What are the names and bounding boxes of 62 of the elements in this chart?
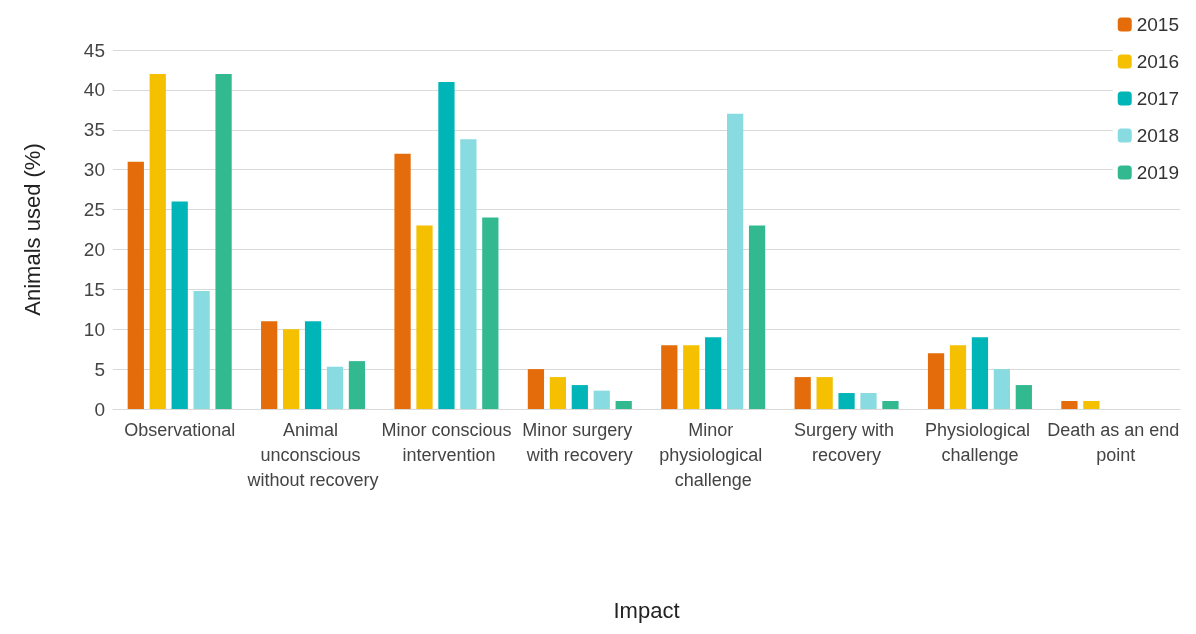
bar xyxy=(171,201,188,409)
y-tick-label: 20 xyxy=(83,238,105,260)
y-tick-label: 35 xyxy=(83,119,105,141)
bar xyxy=(593,390,610,409)
x-tick-label: Minor physiological challenge xyxy=(659,419,768,490)
bar xyxy=(549,377,566,409)
y-axis-title: Animals used (%) xyxy=(19,143,45,316)
y-tick-label: 30 xyxy=(83,159,105,181)
x-tick-label: Minor conscious intervention xyxy=(381,419,512,465)
x-tick-label: Observational xyxy=(124,419,236,440)
bar xyxy=(282,329,300,409)
y-tick-label: 45 xyxy=(83,39,105,61)
bar xyxy=(193,290,210,409)
bar xyxy=(127,161,144,409)
x-tick-label: Minor surgery with recovery xyxy=(522,419,638,465)
bar xyxy=(705,337,722,409)
bar xyxy=(748,225,766,409)
bar xyxy=(1061,401,1078,409)
y-tick-label: 15 xyxy=(83,278,105,300)
legend-label: 2017 xyxy=(1136,88,1180,109)
bar xyxy=(527,369,545,409)
bar xyxy=(683,345,700,409)
bar xyxy=(816,377,833,409)
bar xyxy=(927,353,945,409)
y-tick-label: 40 xyxy=(83,79,105,101)
x-tick-label: Surgery with recovery xyxy=(794,419,900,465)
bar xyxy=(1083,401,1100,409)
bar xyxy=(460,139,477,409)
bar xyxy=(727,113,744,409)
bar xyxy=(416,225,433,409)
y-tick-label: 5 xyxy=(94,358,105,380)
bar xyxy=(215,73,232,409)
bar xyxy=(571,385,588,409)
bar xyxy=(149,73,166,409)
y-tick-label: 10 xyxy=(83,318,105,340)
bar xyxy=(949,345,967,409)
bar xyxy=(661,345,678,409)
bar xyxy=(394,153,411,409)
x-tick-label: Death as an end point xyxy=(1047,419,1180,465)
x-tick-label: Physiological challenge xyxy=(924,419,1035,465)
x-axis-title: Impact xyxy=(613,597,680,623)
y-tick-label: 0 xyxy=(94,398,105,420)
bar xyxy=(438,81,455,409)
bar xyxy=(304,321,322,409)
bar xyxy=(1015,385,1032,409)
bar xyxy=(860,393,877,409)
bar xyxy=(882,401,899,409)
legend-label: 2016 xyxy=(1136,51,1180,72)
bar xyxy=(993,369,1011,409)
bar xyxy=(794,377,811,409)
x-tick-label: Animal unconscious without recovery xyxy=(246,419,379,490)
legend-label: 2018 xyxy=(1136,125,1180,146)
legend-label: 2019 xyxy=(1136,162,1180,183)
y-tick-label: 25 xyxy=(83,199,105,221)
bar xyxy=(838,393,855,409)
bar xyxy=(615,401,632,409)
bar xyxy=(261,321,278,409)
legend-label: 2015 xyxy=(1136,14,1180,35)
bar xyxy=(326,366,344,409)
bar xyxy=(482,217,499,409)
bar xyxy=(971,337,989,409)
bar xyxy=(348,361,366,409)
